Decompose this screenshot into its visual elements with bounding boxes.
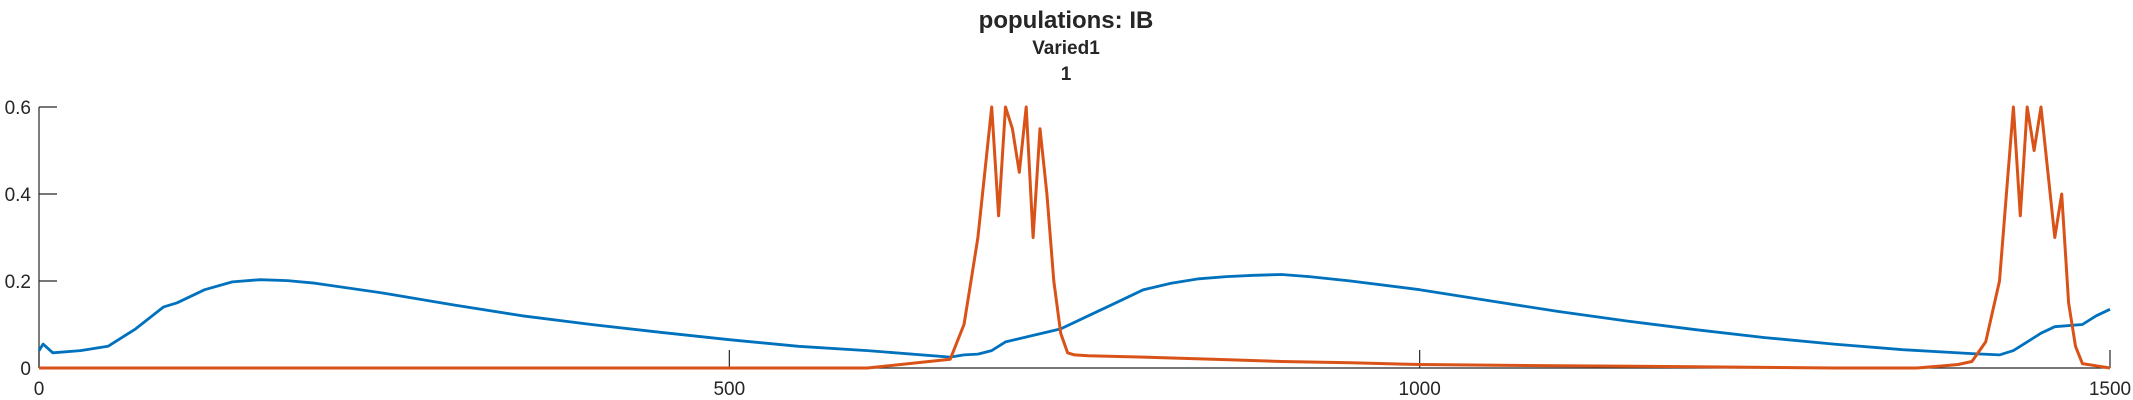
title-line-3: 1 [1061,64,1072,85]
title-line-2: Varied1 [1032,38,1100,59]
x-tick-label: 1000 [1399,379,1441,400]
series-line-1 [37,273,2111,359]
chart-title: populations: IB Varied1 1 [979,7,1154,85]
x-tick-label: 1500 [2089,379,2131,400]
title-line-1: populations: IB [979,7,1154,34]
x-tick-label: 500 [713,379,745,400]
y-tick-label: 0.4 [5,185,32,206]
axes: 0 500 1000 1500 0 0.2 0.4 0.6 [5,98,2132,400]
x-tick-label: 0 [34,379,45,400]
y-tick-label: 0.6 [5,98,31,119]
series-line-2 [39,105,2111,370]
plot-area [37,105,2111,370]
y-tick-label: 0 [20,359,31,380]
y-tick-label: 0.2 [5,272,31,293]
